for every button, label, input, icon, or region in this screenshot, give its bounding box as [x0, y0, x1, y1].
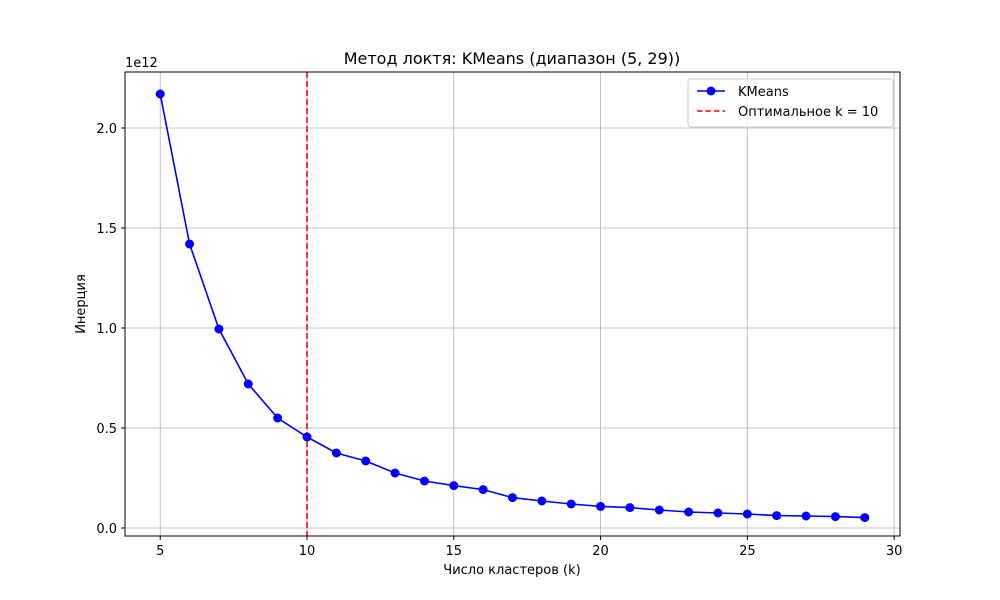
- data-point-13: [390, 468, 400, 478]
- data-point-12: [361, 456, 371, 466]
- data-point-18: [537, 496, 547, 506]
- x-axis-label: Число кластеров (k): [443, 563, 580, 578]
- data-point-24: [713, 508, 723, 518]
- y-tick-label-2: 1.0: [96, 322, 117, 337]
- y-offset-label: 1e12: [125, 56, 158, 71]
- x-tick-label-10: 10: [299, 544, 316, 559]
- legend-box: [687, 78, 894, 128]
- plot-frame: [124, 71, 901, 537]
- data-point-28: [830, 512, 840, 522]
- x-tick-label-20: 20: [592, 544, 609, 559]
- series-line-0: [159, 93, 865, 519]
- legend-optimal-label: Оптимальное k = 10: [738, 105, 878, 120]
- x-ticks: 5 10 15 20 25 30: [156, 536, 902, 559]
- data-point-7: [214, 324, 224, 334]
- data-point-25: [742, 509, 752, 519]
- legend-kmeans-label: KMeans: [738, 85, 789, 100]
- y-tick-label-0: 0.0: [96, 522, 117, 537]
- data-point-16: [478, 485, 488, 495]
- data-point-22: [654, 505, 664, 515]
- grid-lines: [125, 72, 900, 536]
- series-layer: [155, 89, 870, 523]
- data-point-14: [419, 476, 429, 486]
- legend-kmeans-marker: [706, 86, 716, 96]
- y-tick-label-3: 1.5: [96, 222, 117, 237]
- chart-title: Метод локтя: KMeans (диапазон (5, 29)): [344, 49, 681, 68]
- x-tick-label-25: 25: [739, 544, 756, 559]
- data-point-21: [625, 503, 635, 513]
- data-point-26: [772, 511, 782, 521]
- x-tick-label-5: 5: [156, 544, 164, 559]
- data-point-19: [566, 499, 576, 509]
- data-point-9: [273, 413, 283, 423]
- x-tick-label-15: 15: [446, 544, 463, 559]
- data-point-17: [508, 493, 517, 503]
- data-point-29: [860, 513, 870, 523]
- y-tick-label-4: 2.0: [96, 122, 117, 137]
- x-tick-label-30: 30: [886, 544, 903, 559]
- legend: KMeans Оптимальное k = 10: [687, 78, 894, 128]
- data-point-6: [185, 239, 195, 249]
- data-point-11: [331, 448, 341, 458]
- data-point-23: [684, 507, 694, 517]
- data-point-20: [596, 501, 606, 511]
- data-point-10: [302, 432, 312, 442]
- data-point-15: [449, 481, 459, 491]
- data-point-8: [243, 379, 253, 389]
- data-point-5: [155, 89, 165, 99]
- y-ticks: 0.0 0.5 1.0 1.5 2.0: [96, 122, 125, 537]
- data-point-27: [801, 511, 811, 521]
- y-tick-label-1: 0.5: [96, 422, 117, 437]
- y-axis-label: Инерция: [74, 274, 89, 334]
